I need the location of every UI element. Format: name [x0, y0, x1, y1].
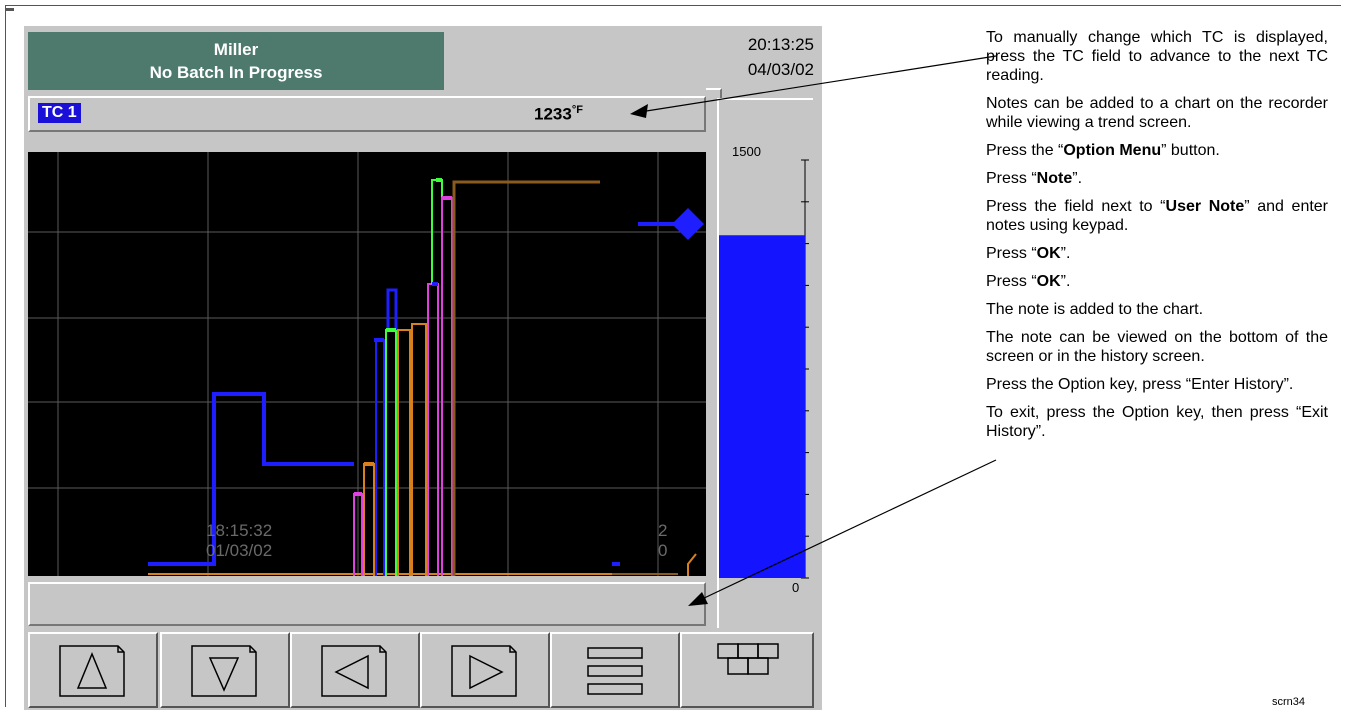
scale-level-fill	[719, 235, 805, 578]
instruction-p4-post: ”.	[1072, 170, 1082, 187]
grid-blocks-icon	[682, 634, 812, 706]
instruction-p1: To manually change which TC is displayed…	[986, 28, 1328, 85]
figure-id: scrn34	[1272, 696, 1305, 708]
scroll-down-button[interactable]	[160, 632, 290, 708]
button-row	[24, 632, 822, 710]
recorder-screen: Miller No Batch In Progress 20:13:25 04/…	[24, 26, 822, 710]
instruction-p11: To exit, press the Option key, then pres…	[986, 403, 1328, 441]
batch-status: No Batch In Progress	[28, 61, 444, 84]
chart-background	[28, 152, 706, 576]
instruction-p3-bold: Option Menu	[1063, 142, 1161, 159]
left-arrow-icon	[292, 634, 418, 706]
current-date: 04/03/02	[614, 57, 814, 82]
instruction-p4-bold: Note	[1037, 170, 1073, 187]
tc-reading: 1233°F	[534, 104, 583, 125]
scroll-left-button[interactable]	[290, 632, 420, 708]
frame-corner-mark	[6, 8, 14, 11]
instruction-p4-pre: Press “	[986, 170, 1037, 187]
instruction-p5: Press the field next to “User Note” and …	[986, 197, 1328, 235]
trend-chart-canvas: 18:15:32 01/03/02 2 0	[28, 144, 706, 576]
menu-lines-icon	[552, 634, 678, 706]
instruction-p8: The note is added to the chart.	[986, 300, 1328, 319]
tc-label: TC 1	[38, 103, 81, 123]
instruction-p9: The note can be viewed on the bottom of …	[986, 328, 1328, 366]
tc-field[interactable]: TC 1 1233°F	[28, 96, 706, 132]
chart-time-label: 18:15:32	[206, 521, 272, 540]
instruction-p6-post: ”.	[1061, 245, 1071, 262]
instruction-p7-pre: Press “	[986, 273, 1037, 290]
recorder-header: Miller No Batch In Progress	[28, 32, 444, 90]
instruction-p5-pre: Press the field next to “	[986, 198, 1166, 215]
instruction-p7-post: ”.	[1061, 273, 1071, 290]
instruction-p6-bold: OK	[1037, 245, 1061, 262]
right-arrow-icon	[422, 634, 548, 706]
screen-select-button[interactable]	[680, 632, 814, 708]
scroll-up-button[interactable]	[28, 632, 158, 708]
scroll-right-button[interactable]	[420, 632, 550, 708]
chart-right-label-top: 2	[658, 521, 667, 540]
instruction-p7: Press “OK”.	[986, 272, 1328, 291]
instruction-p10: Press the Option key, press “Enter Histo…	[986, 375, 1328, 394]
instruction-p6-pre: Press “	[986, 245, 1037, 262]
instruction-p7-bold: OK	[1037, 273, 1061, 290]
scale-bar-canvas	[719, 100, 813, 628]
note-field[interactable]	[28, 582, 706, 626]
instruction-text: To manually change which TC is displayed…	[986, 28, 1328, 450]
instruction-p4: Press “Note”.	[986, 169, 1328, 188]
current-time: 20:13:25	[614, 32, 814, 57]
instruction-p3-pre: Press the “	[986, 142, 1063, 159]
instruction-p3: Press the “Option Menu” button.	[986, 141, 1328, 160]
trend-chart: 18:15:32 01/03/02 2 0	[28, 144, 706, 576]
tc-reading-value: 1233	[534, 105, 572, 124]
option-menu-button[interactable]	[550, 632, 680, 708]
scale-min-label: 0	[792, 580, 799, 595]
instruction-p2: Notes can be added to a chart on the rec…	[986, 94, 1328, 132]
chart-right-label-bottom: 0	[658, 541, 667, 560]
down-arrow-icon	[162, 634, 288, 706]
instruction-p3-post: ” button.	[1161, 142, 1220, 159]
scale-bar-panel	[717, 98, 813, 628]
instruction-p6: Press “OK”.	[986, 244, 1328, 263]
chart-date-label: 01/03/02	[206, 541, 272, 560]
recorder-name: Miller	[28, 38, 444, 61]
up-arrow-icon	[30, 634, 156, 706]
instruction-p5-bold: User Note	[1166, 198, 1245, 215]
clock-display: 20:13:25 04/03/02	[614, 32, 814, 82]
tc-unit: °F	[572, 104, 583, 116]
scale-max-label: 1500	[732, 144, 761, 159]
